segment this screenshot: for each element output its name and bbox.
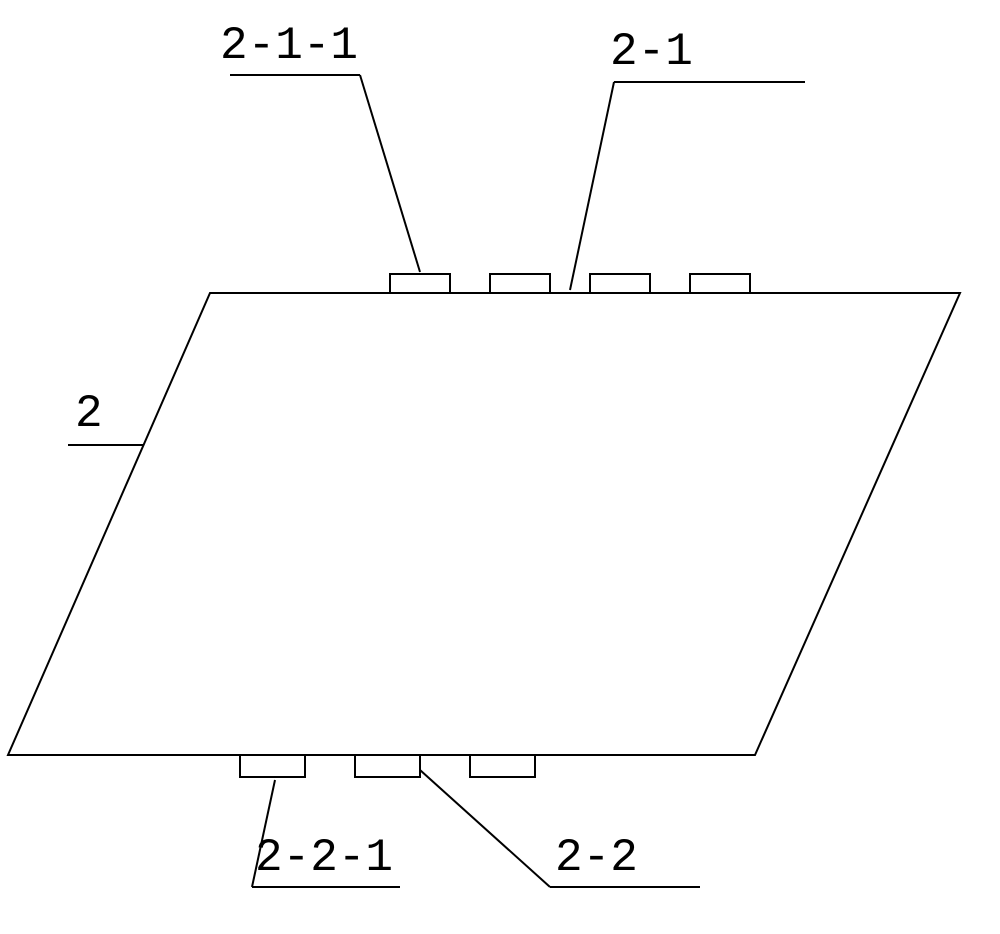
main-parallelogram xyxy=(8,293,960,755)
label-2-2-1: 2-2-1 xyxy=(255,832,393,884)
top-tab xyxy=(590,274,650,293)
label-2: 2 xyxy=(75,388,103,440)
label-2-2: 2-2 xyxy=(555,832,638,884)
top-tab xyxy=(690,274,750,293)
bottom-tab xyxy=(240,755,305,777)
bottom-tab xyxy=(470,755,535,777)
top-tab xyxy=(390,274,450,293)
top-tab xyxy=(490,274,550,293)
label-2-1: 2-1 xyxy=(610,26,693,78)
bottom-tab-row xyxy=(240,755,535,777)
top-tab-row xyxy=(390,274,750,293)
label-2-1-1: 2-1-1 xyxy=(220,20,358,72)
bottom-tab xyxy=(355,755,420,777)
